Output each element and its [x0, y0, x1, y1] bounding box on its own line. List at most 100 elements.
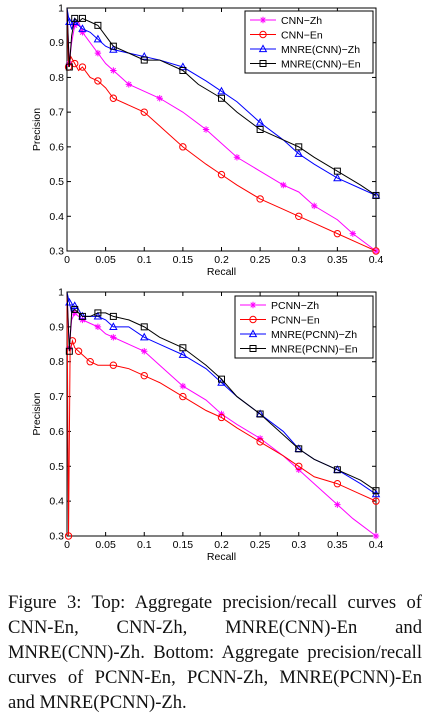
legend-marker	[259, 60, 267, 67]
legend-marker	[249, 301, 257, 309]
data-point	[71, 14, 79, 22]
data-point	[256, 410, 264, 418]
legend: PCNN−Zh PCNN−En MNRE(PCNN)−Zh MNRE(PCNN)−En	[234, 295, 374, 359]
data-point	[333, 167, 341, 175]
x-tick-label: 0.05	[95, 539, 116, 551]
x-axis-label: Recall	[207, 551, 236, 563]
data-point	[333, 229, 342, 238]
legend: CNN−Zh CNN−En MNRE(CNN)−Zh MNRE(CNN)−En	[244, 10, 374, 74]
y-tick-label: 0.4	[49, 496, 64, 508]
x-tick-label: 0.1	[137, 254, 152, 266]
legend-label: MNRE(CNN)−Zh	[281, 44, 360, 56]
data-point	[256, 195, 264, 203]
data-point	[64, 532, 73, 540]
data-point	[179, 344, 187, 352]
series-1	[64, 291, 380, 540]
legend-marker	[249, 315, 257, 324]
y-tick-label: 0.5	[49, 461, 64, 473]
y-tick-label: 0.3	[49, 246, 64, 258]
data-point	[334, 501, 341, 508]
data-point	[178, 62, 188, 71]
x-tick-label: 0.25	[250, 254, 271, 266]
data-point	[311, 202, 318, 210]
data-point	[255, 117, 265, 126]
y-tick-label: 0.9	[49, 321, 64, 333]
data-point	[295, 445, 303, 453]
data-point	[140, 51, 149, 60]
data-point	[94, 21, 102, 29]
series-2	[65, 7, 381, 199]
x-tick-label: 0.15	[173, 539, 194, 551]
data-point	[109, 322, 118, 330]
data-point	[109, 312, 117, 320]
data-point	[140, 108, 148, 116]
chart-bottom: 0 0.05 0.1 0.15 0.2 0.25 0.3 0.35 0.4 0.3 0.4 0.5 0.…	[31, 287, 383, 564]
legend-label: PCNN−En	[271, 314, 320, 326]
y-tick-label: 0.5	[49, 176, 64, 188]
data-point	[140, 323, 148, 331]
data-point	[78, 312, 86, 320]
data-point	[109, 361, 118, 369]
series-1	[64, 7, 380, 255]
data-point	[94, 77, 102, 85]
data-point	[218, 375, 225, 383]
data-point	[372, 497, 380, 505]
data-point	[256, 126, 264, 133]
x-tick-label: 0.4	[369, 539, 384, 551]
data-point	[78, 14, 86, 22]
y-tick-label: 0.9	[49, 37, 64, 49]
data-point	[125, 81, 132, 88]
data-point	[372, 247, 380, 255]
figure-caption: Figure 3: Top: Aggregate precision/recal…	[8, 592, 422, 713]
data-point	[372, 487, 380, 495]
data-point	[372, 532, 380, 540]
data-point	[233, 154, 241, 161]
data-point	[179, 143, 187, 151]
legend-marker	[248, 329, 258, 338]
data-point	[141, 348, 148, 355]
x-tick-label: 0.3	[291, 254, 306, 266]
x-tick-label: 0	[64, 254, 70, 266]
data-point	[217, 86, 226, 95]
data-point	[295, 212, 303, 220]
data-point	[140, 56, 148, 64]
data-point	[256, 438, 264, 446]
figure-canvas: 0 0.05 0.1 0.15 0.2 0.25 0.3 0.35 0.4 0.3 0.4 0.5 0.…	[31, 3, 383, 564]
legend-marker	[258, 44, 268, 53]
data-point	[110, 334, 117, 341]
x-tick-label: 0.2	[214, 254, 229, 266]
x-tick-label: 0.3	[291, 539, 306, 551]
series-3	[65, 291, 380, 495]
data-point	[333, 466, 341, 474]
data-point	[65, 347, 73, 355]
legend-label: CNN−Zh	[281, 15, 322, 27]
y-tick-label: 0.8	[49, 356, 64, 368]
data-point	[78, 24, 87, 32]
data-point	[156, 95, 163, 102]
y-tick-label: 0.6	[49, 141, 64, 153]
data-point	[295, 143, 303, 151]
data-point	[217, 413, 226, 422]
x-tick-label: 0.1	[137, 539, 152, 551]
data-point	[178, 350, 188, 358]
y-tick-label: 0.8	[49, 72, 64, 84]
x-tick-label: 0	[64, 539, 70, 551]
x-tick-label: 0.2	[214, 539, 229, 551]
data-point	[294, 149, 303, 157]
x-tick-label: 0.25	[250, 539, 271, 551]
x-tick-label: 0.35	[327, 539, 348, 551]
x-tick-label: 0.05	[95, 254, 116, 266]
data-point	[179, 382, 187, 390]
series-3	[65, 7, 380, 199]
legend-label: MNRE(CNN)−En	[281, 58, 361, 70]
x-axis-label: Recall	[207, 266, 236, 278]
data-point	[280, 181, 287, 189]
data-point	[94, 49, 102, 57]
data-point	[74, 347, 83, 355]
data-point	[218, 94, 225, 102]
legend-marker	[259, 30, 267, 39]
data-point	[140, 332, 149, 341]
data-point	[78, 63, 87, 71]
y-axis-label: Precision	[31, 392, 43, 435]
data-point	[65, 63, 73, 71]
